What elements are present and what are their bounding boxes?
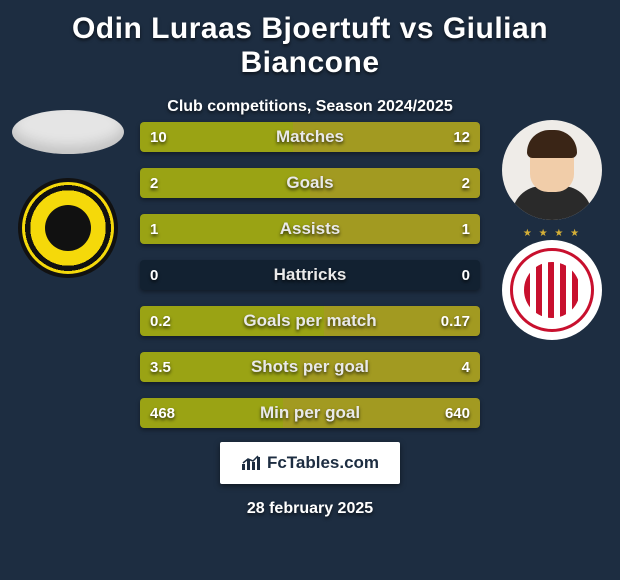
club-badge-left	[18, 178, 118, 278]
stat-bar-right	[310, 168, 480, 198]
stat-bar-right	[293, 122, 480, 152]
club-badge-right: ★ ★ ★ ★	[502, 240, 602, 340]
stat-row: Goals22	[140, 168, 480, 198]
stat-row: Goals per match0.20.17	[140, 306, 480, 336]
player-avatar-right	[502, 120, 602, 220]
brand-logo: FcTables.com	[220, 442, 400, 484]
stat-bar-left	[140, 122, 293, 152]
stat-row: Min per goal468640	[140, 398, 480, 428]
date-text: 28 february 2025	[0, 500, 620, 518]
right-player-column: ★ ★ ★ ★	[492, 120, 612, 340]
stat-value-right: 0	[452, 260, 480, 290]
comparison-bars: Matches1012 Goals22 Assists11 Hattricks0 0 Go…	[140, 122, 480, 444]
left-player-column	[8, 110, 128, 278]
stat-row: Matches1012	[140, 122, 480, 152]
stat-bar-right	[310, 214, 480, 244]
page-title: Odin Luraas Bjoertuft vs Giulian Biancon…	[0, 0, 620, 80]
stat-label: Hattricks	[140, 260, 480, 290]
stat-bar-right	[283, 398, 480, 428]
stat-row: Shots per goal3.54	[140, 352, 480, 382]
brand-text: FcTables.com	[267, 453, 379, 473]
stat-row: Hattricks0 0	[140, 260, 480, 290]
stat-bar-right	[324, 306, 480, 336]
stat-bar-left	[140, 306, 324, 336]
stat-value-left: 0	[140, 260, 168, 290]
stat-row: Assists11	[140, 214, 480, 244]
stat-bar-left	[140, 214, 310, 244]
chart-icon	[241, 455, 261, 471]
stat-bar-left	[140, 168, 310, 198]
stat-bar-left	[140, 352, 300, 382]
stat-bar-right	[300, 352, 480, 382]
stat-bar-left	[140, 398, 283, 428]
player-avatar-left	[12, 110, 124, 154]
